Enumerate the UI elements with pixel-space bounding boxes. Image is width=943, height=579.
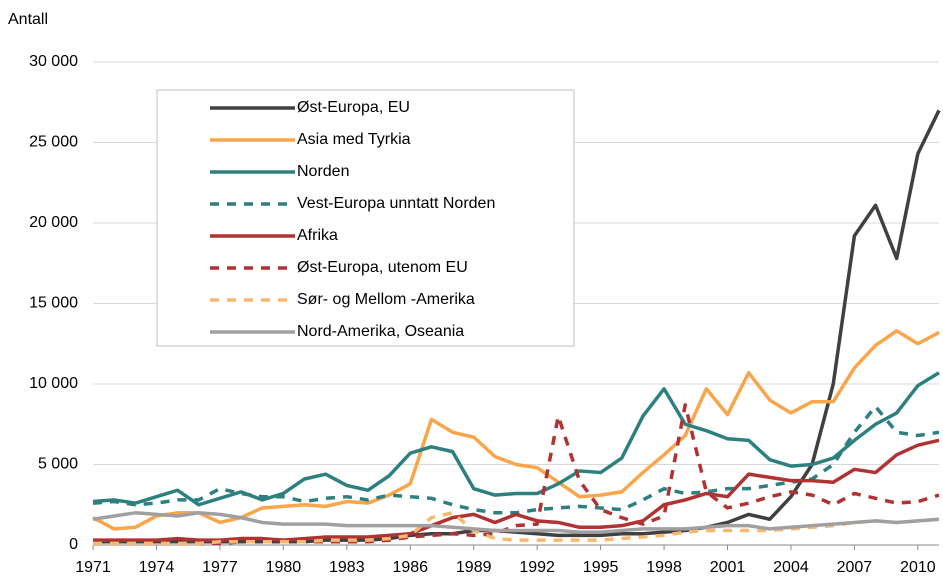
legend-label: Asia med Tyrkia xyxy=(297,131,411,148)
series-line xyxy=(92,511,940,534)
x-tick-label: 1995 xyxy=(583,559,619,576)
x-tick-label: 1974 xyxy=(139,559,175,576)
y-tick-label: 5 000 xyxy=(38,456,78,473)
legend-label: Øst-Europa, EU xyxy=(297,99,410,116)
y-tick-label: 10 000 xyxy=(29,375,78,392)
legend-label: Norden xyxy=(297,163,349,180)
legend-label: Vest-Europa unntatt Norden xyxy=(297,195,495,212)
x-tick-label: 1977 xyxy=(202,559,238,576)
x-tick-label: 1998 xyxy=(646,559,682,576)
x-tick-label: 1986 xyxy=(392,559,428,576)
y-tick-label: 0 xyxy=(69,536,78,553)
x-tick-label: 2010 xyxy=(900,559,936,576)
x-tick-label: 2001 xyxy=(710,559,746,576)
series-line xyxy=(92,329,940,531)
x-tick-label: 1989 xyxy=(456,559,492,576)
legend-label: Øst-Europa, utenom EU xyxy=(297,259,468,276)
series-line xyxy=(92,371,940,507)
x-tick-label: 1983 xyxy=(329,559,365,576)
y-tick-label: 30 000 xyxy=(29,53,78,70)
x-tick-label: 2007 xyxy=(837,559,873,576)
x-tick-label: 1992 xyxy=(519,559,555,576)
x-tick-label: 2004 xyxy=(773,559,809,576)
x-tick-label: 1980 xyxy=(266,559,302,576)
y-tick-label: 20 000 xyxy=(29,214,78,231)
legend-box xyxy=(156,89,575,347)
legend-label: Afrika xyxy=(297,227,338,244)
y-axis-title: Antall xyxy=(8,11,48,28)
series-line xyxy=(93,438,940,542)
x-tick-label: 1971 xyxy=(75,559,111,576)
y-tick-label: 15 000 xyxy=(29,295,78,312)
y-tick-label: 25 000 xyxy=(29,134,78,151)
legend-label: Nord-Amerika, Oseania xyxy=(297,323,464,340)
legend-label: Sør- og Mellom -Amerika xyxy=(297,291,475,308)
